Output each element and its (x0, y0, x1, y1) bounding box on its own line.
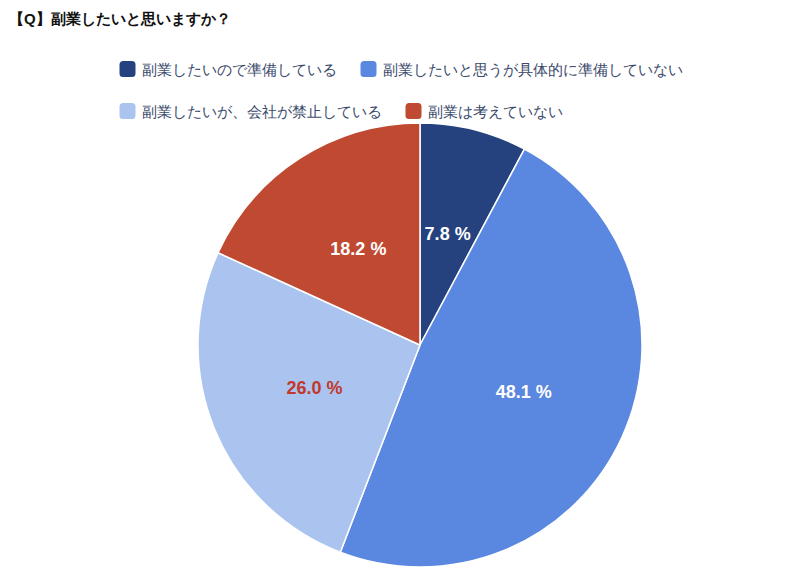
svg-text:48.1 %: 48.1 % (496, 382, 552, 402)
svg-text:【Q】副業したいと思いますか？: 【Q】副業したいと思いますか？ (9, 10, 231, 28)
svg-text:副業は考えていない: 副業は考えていない (428, 103, 563, 120)
svg-text:副業したいが、会社が禁止している: 副業したいが、会社が禁止している (142, 103, 382, 120)
svg-text:副業したいと思うが具体的に準備していない: 副業したいと思うが具体的に準備していない (383, 61, 683, 78)
svg-text:18.2 %: 18.2 % (330, 239, 386, 259)
svg-text:7.8 %: 7.8 % (425, 224, 471, 244)
svg-text:副業したいので準備している: 副業したいので準備している (142, 61, 337, 78)
svg-text:26.0 %: 26.0 % (286, 378, 342, 398)
